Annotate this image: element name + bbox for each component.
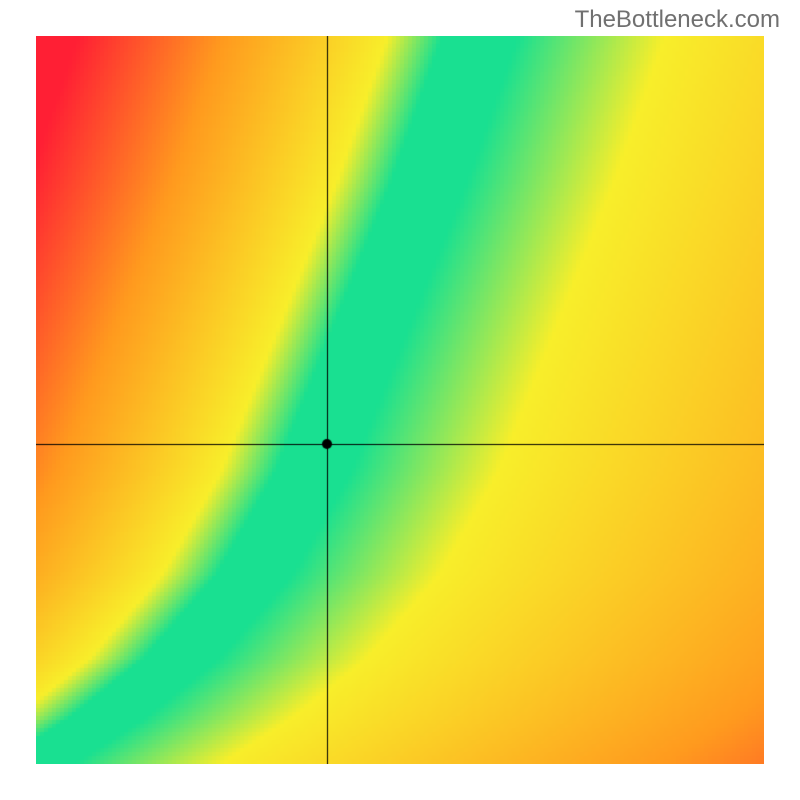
chart-container: TheBottleneck.com [0,0,800,800]
heatmap-canvas [36,36,764,764]
heatmap-region [36,36,764,764]
watermark-text: TheBottleneck.com [575,6,780,34]
